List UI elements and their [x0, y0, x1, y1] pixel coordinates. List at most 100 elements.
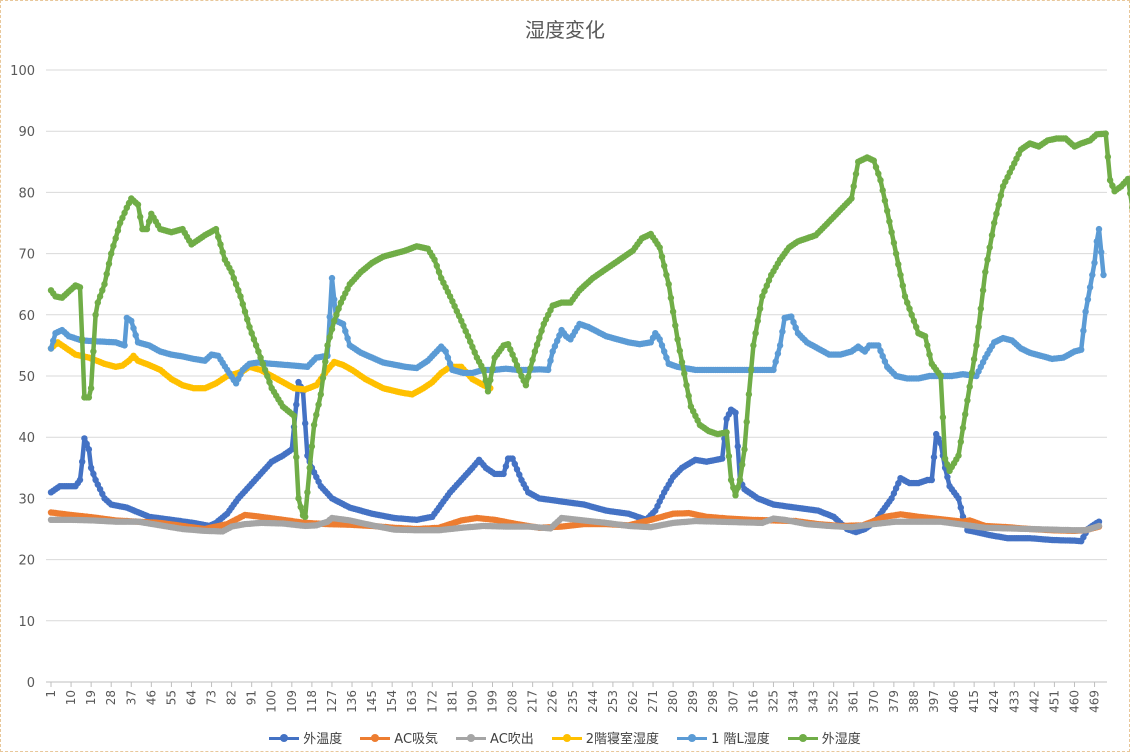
data-point [293, 453, 300, 461]
data-point [754, 317, 761, 325]
data-point [502, 463, 510, 470]
data-point [892, 250, 900, 257]
data-point [977, 305, 984, 312]
y-tick-label: 30 [18, 492, 35, 507]
data-point [462, 327, 469, 335]
data-point [246, 323, 253, 331]
data-point [302, 420, 309, 427]
data-point [937, 372, 944, 380]
data-point [776, 342, 784, 349]
series-外温度 [47, 378, 1103, 545]
data-point [322, 358, 329, 365]
y-tick-label: 10 [18, 615, 35, 630]
data-point [1080, 327, 1087, 334]
data-point [504, 341, 512, 348]
data-point [875, 342, 882, 349]
data-point [939, 414, 947, 421]
data-point [879, 352, 886, 360]
data-point [119, 214, 126, 222]
x-tick-label: 469 [1088, 690, 1102, 713]
x-tick-label: 442 [1027, 690, 1041, 713]
legend-item: 外湿度 [787, 728, 861, 747]
data-point [1078, 346, 1085, 353]
data-point [1091, 259, 1098, 266]
data-point [752, 330, 759, 337]
data-point [848, 195, 855, 202]
data-point [326, 313, 333, 321]
data-point [1089, 271, 1096, 279]
data-point [732, 492, 739, 499]
data-point [750, 342, 757, 349]
data-point [293, 401, 300, 408]
data-point [732, 409, 739, 416]
data-point [453, 307, 460, 315]
data-point [446, 293, 454, 300]
data-point [538, 327, 545, 335]
data-point [531, 348, 539, 355]
x-tick-label: 217 [526, 690, 540, 713]
legend-swatch [551, 732, 582, 744]
x-tick-label: 451 [1047, 690, 1061, 713]
x-tick-label: 289 [686, 690, 700, 713]
data-point [736, 476, 744, 484]
x-tick-label: 271 [646, 690, 660, 713]
x-tick-label: 415 [967, 690, 981, 713]
data-point [328, 274, 336, 282]
chart-title: 湿度変化 [525, 18, 605, 42]
data-point [792, 324, 799, 331]
x-tick-label: 118 [305, 690, 319, 713]
data-point [877, 177, 884, 184]
data-point [1086, 284, 1094, 291]
x-tick-label: 37 [124, 690, 138, 705]
data-point [507, 346, 514, 353]
data-point [970, 356, 978, 363]
x-tick-label: 460 [1067, 690, 1081, 713]
data-point [255, 348, 262, 355]
data-point [739, 461, 746, 468]
data-point [145, 218, 153, 225]
data-point [513, 466, 521, 473]
data-point [723, 429, 730, 436]
legend-label: AC吹出 [490, 732, 534, 747]
x-tick-label: 262 [626, 690, 640, 713]
data-point [1106, 177, 1114, 184]
data-point [886, 218, 893, 225]
legend-label: 外温度 [303, 732, 343, 747]
data-point [112, 235, 119, 242]
data-point [892, 485, 900, 492]
data-point [995, 201, 1002, 208]
data-point [993, 210, 1000, 217]
data-point [1095, 225, 1103, 233]
data-point [554, 337, 561, 344]
data-point [968, 369, 976, 377]
data-point [487, 376, 494, 384]
data-point [957, 504, 964, 511]
data-point [92, 311, 99, 318]
x-tick-label: 325 [766, 690, 780, 713]
data-point [257, 354, 264, 361]
x-tick-label: 208 [506, 690, 520, 713]
data-point [230, 274, 237, 282]
data-point [489, 365, 496, 373]
data-point [83, 440, 90, 448]
x-tick-label: 190 [465, 690, 479, 713]
y-tick-label: 20 [18, 554, 35, 569]
data-point [237, 293, 244, 300]
data-point [469, 343, 476, 351]
legend-label: 2階寝室湿度 [585, 732, 660, 747]
x-tick-label: 370 [867, 690, 881, 713]
data-point [719, 455, 726, 462]
x-tick-label: 388 [907, 690, 921, 713]
data-point [743, 418, 750, 426]
data-point [471, 349, 478, 356]
data-point [656, 244, 663, 251]
x-tick-label: 244 [586, 690, 600, 713]
legend-swatch [456, 732, 487, 744]
data-point [779, 328, 786, 335]
data-point [683, 382, 690, 389]
data-point [108, 250, 115, 257]
series-layer [47, 130, 1130, 545]
data-point [533, 341, 541, 348]
data-point [516, 471, 523, 478]
x-tick-label: 19 [84, 690, 98, 705]
